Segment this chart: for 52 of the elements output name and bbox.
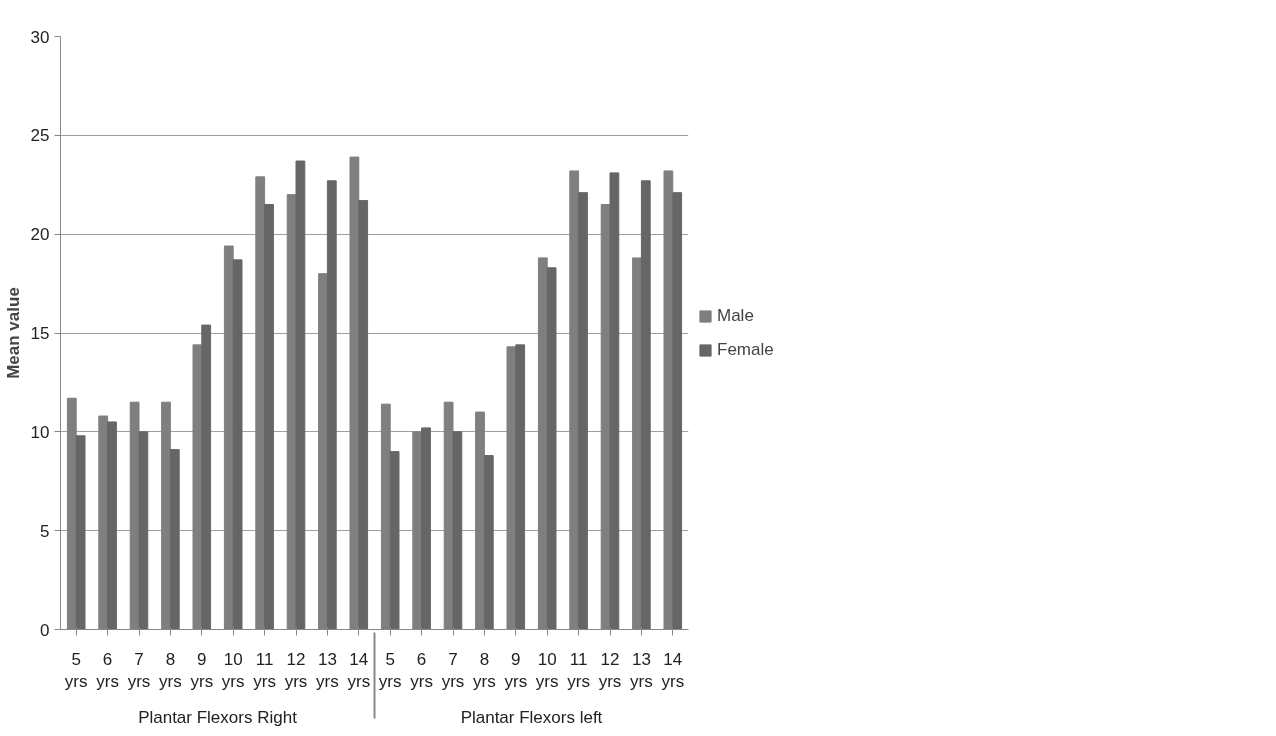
x-tick-label: 12 yrs <box>284 649 308 692</box>
x-tick-label: 6 yrs <box>410 649 433 692</box>
bar <box>169 449 180 630</box>
x-tick-label: 11 yrs <box>567 649 590 692</box>
y-tick-label: 15 <box>30 324 50 343</box>
bar <box>358 200 369 630</box>
x-tick-label: 13 yrs <box>316 649 339 692</box>
bar <box>107 421 117 630</box>
legend-label: Female <box>717 339 774 360</box>
text: Plantar Flexors Right <box>138 708 298 728</box>
bar <box>389 451 400 630</box>
y-tick-label: 0 <box>40 620 50 640</box>
bar <box>578 192 588 630</box>
x-tick-label: 5 yrs <box>378 649 402 692</box>
x-tick-label: 9 yrs <box>504 649 528 692</box>
x-tick-label: 13 yrs <box>630 649 653 692</box>
x-tick-label: 14 yrs <box>347 649 371 692</box>
x-tick-label: 5 yrs <box>64 649 88 692</box>
x-tick-label: 14 yrs <box>661 649 685 692</box>
text: Plantar Flexors left <box>460 708 603 728</box>
bar <box>483 455 494 630</box>
y-tick-label: 5 <box>40 521 50 541</box>
bar <box>640 180 651 630</box>
bar <box>75 435 86 630</box>
y-tick-label: 20 <box>30 225 50 245</box>
bar <box>138 431 149 630</box>
bar <box>201 324 212 630</box>
y-tick-label: 25 <box>30 126 50 146</box>
x-tick-label: 12 yrs <box>598 649 622 692</box>
bar <box>421 427 431 630</box>
x-tick-label: 6 yrs <box>96 649 119 692</box>
bar <box>232 259 243 630</box>
x-tick-label: 7 yrs <box>441 649 465 692</box>
y-tick-label: 30 <box>30 27 50 47</box>
x-tick-label: 8 yrs <box>473 649 496 692</box>
bar <box>609 172 620 630</box>
x-tick-label: 8 yrs <box>159 649 182 692</box>
x-tick-label: 9 yrs <box>190 649 214 692</box>
bar <box>326 180 337 630</box>
bar <box>672 192 683 630</box>
x-tick-label: 10 yrs <box>535 649 559 692</box>
bar <box>264 204 274 630</box>
x-tick-label: 7 yrs <box>127 649 151 692</box>
x-tick-label: 11 yrs <box>253 649 276 692</box>
bar <box>515 344 526 630</box>
bar <box>452 431 463 630</box>
y-axis-title: Mean value <box>3 287 23 379</box>
legend-label: Male <box>717 305 754 326</box>
bar <box>295 160 306 630</box>
bar <box>546 267 557 630</box>
x-tick-label: 10 yrs <box>221 649 245 692</box>
y-tick-label: 10 <box>30 422 50 442</box>
